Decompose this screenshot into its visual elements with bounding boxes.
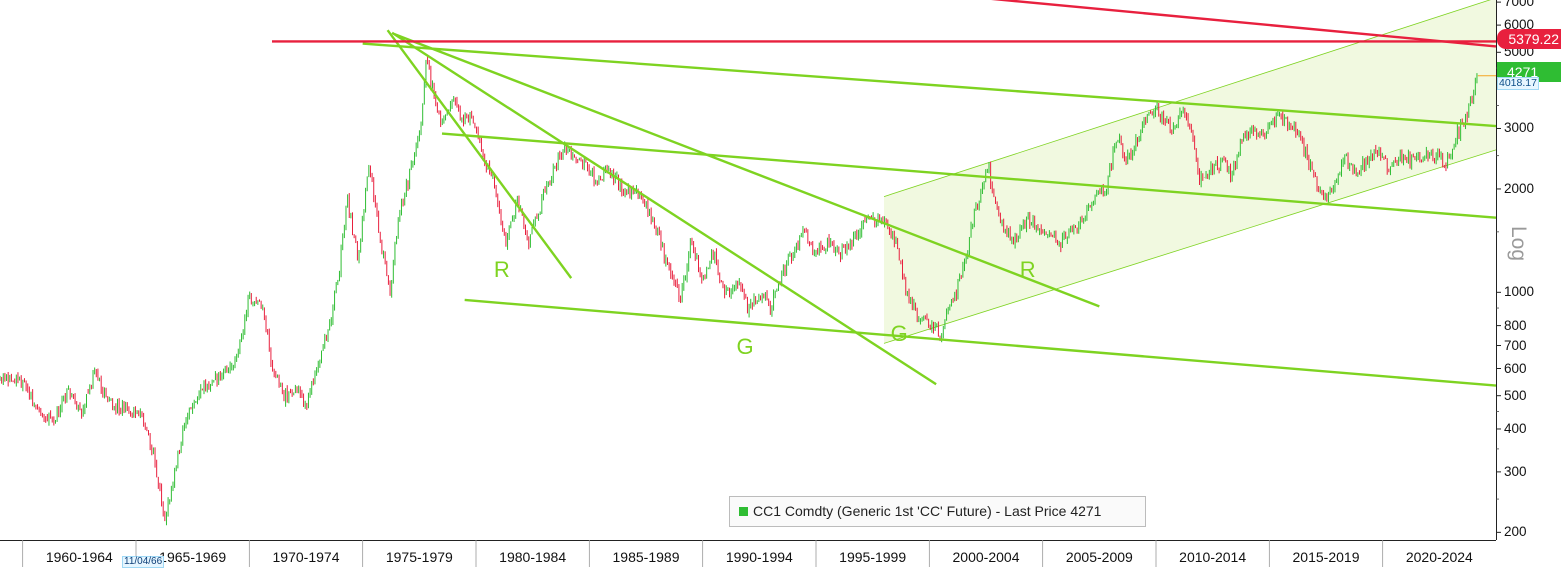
legend[interactable]: CC1 Comdty (Generic 1st 'CC' Future) - L…: [729, 496, 1146, 527]
descending-resistance-1-line: [362, 42, 1497, 128]
y-tick-label: 1000: [1504, 284, 1535, 300]
fan-mid-line: [391, 31, 937, 386]
x-tick-label: 2000-2004: [952, 549, 1020, 565]
y-tick-label: 800: [1504, 317, 1527, 333]
x-tick-label: 1990-1994: [725, 549, 793, 565]
resistance-level-tag: 5379.22: [1497, 29, 1561, 49]
y-tick-label: 6000: [1504, 17, 1535, 33]
candlestick-series: [0, 56, 1478, 526]
y-tick-label: 400: [1504, 421, 1527, 437]
x-tick-label: 1985-1989: [612, 549, 680, 565]
x-tick-label: 2015-2019: [1292, 549, 1360, 565]
y-tick-label: 2000: [1504, 181, 1535, 197]
trendlines: [272, 0, 1497, 387]
y-axis-title: Log: [1507, 226, 1530, 262]
channel-upper-line: [883, 0, 1491, 197]
fan-shallow-line: [393, 32, 1100, 308]
channel-fill: [884, 0, 1496, 344]
x-tick-label: 2005-2009: [1065, 549, 1133, 565]
y-tick-label: 3000: [1504, 120, 1535, 136]
secondary-value-tag: 4018.17: [1497, 77, 1539, 90]
rising-channel: [883, 0, 1497, 344]
legend-label: CC1 Comdty (Generic 1st 'CC' Future) - L…: [753, 503, 1102, 519]
pattern-label: R: [1019, 256, 1036, 282]
y-tick-label: 500: [1504, 387, 1527, 403]
y-tick-label: 600: [1504, 360, 1527, 376]
x-tick-label: 1970-1974: [272, 549, 340, 565]
y-tick-label: 200: [1504, 524, 1527, 540]
pattern-label: G: [736, 333, 754, 359]
fan-steep-line: [386, 29, 573, 279]
y-tick-label: 700: [1504, 337, 1527, 353]
axes: [0, 0, 1501, 567]
cursor-date-tag: 11/04/66: [122, 556, 165, 568]
x-tick-label: 1980-1984: [499, 549, 567, 565]
y-tick-label: 7000: [1504, 0, 1535, 10]
pattern-label: G: [890, 321, 908, 347]
resistance-descending-line: [991, 0, 1497, 48]
pattern-label: R: [493, 256, 510, 282]
legend-swatch: [739, 507, 748, 516]
x-tick-label: 1995-1999: [839, 549, 907, 565]
x-tick-label: 2020-2024: [1405, 549, 1473, 565]
descending-support-line: [464, 298, 1497, 387]
x-tick-label: 1965-1969: [159, 549, 227, 565]
y-tick-label: 300: [1504, 464, 1527, 480]
x-tick-label: 1975-1979: [385, 549, 453, 565]
x-tick-label: 2010-2014: [1179, 549, 1247, 565]
descending-resistance-2-line: [441, 132, 1497, 219]
x-tick-label: 1960-1964: [45, 549, 113, 565]
channel-lower-line: [883, 149, 1497, 344]
